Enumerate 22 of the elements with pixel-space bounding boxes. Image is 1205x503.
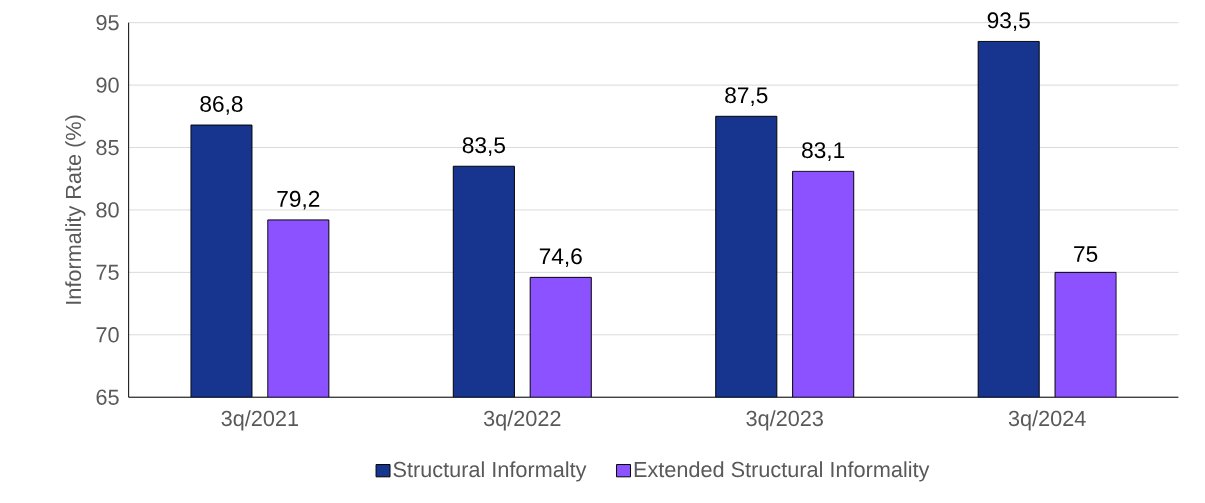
- y-tick-label: 95: [96, 15, 119, 31]
- data-label: 83,5: [462, 137, 505, 157]
- y-tick-label: 70: [96, 327, 119, 343]
- data-label: 79,2: [277, 191, 320, 210]
- y-tick-label: 80: [96, 202, 119, 218]
- x-tick-label: 3q/2021: [221, 410, 298, 431]
- legend-label: Extended Structural Informality: [634, 461, 930, 482]
- x-tick-label: 3q/2022: [483, 410, 561, 431]
- y-tick-label: 65: [96, 389, 119, 406]
- y-tick-label: 75: [96, 264, 119, 281]
- data-label: 75: [1074, 246, 1098, 263]
- y-axis-title: Informality Rate (%): [65, 115, 86, 304]
- y-tick-label: 90: [96, 77, 119, 93]
- data-label: 74,6: [539, 248, 582, 268]
- x-tick-label: 3q/2024: [1008, 410, 1086, 431]
- x-tick-label: 3q/2023: [746, 410, 823, 431]
- legend-label: Structural Informalty: [393, 461, 587, 482]
- data-label: 87,5: [725, 87, 768, 107]
- data-label: 93,5: [987, 12, 1030, 32]
- data-label: 83,1: [802, 142, 845, 162]
- data-label: 86,8: [200, 96, 243, 115]
- y-tick-label: 85: [96, 140, 119, 156]
